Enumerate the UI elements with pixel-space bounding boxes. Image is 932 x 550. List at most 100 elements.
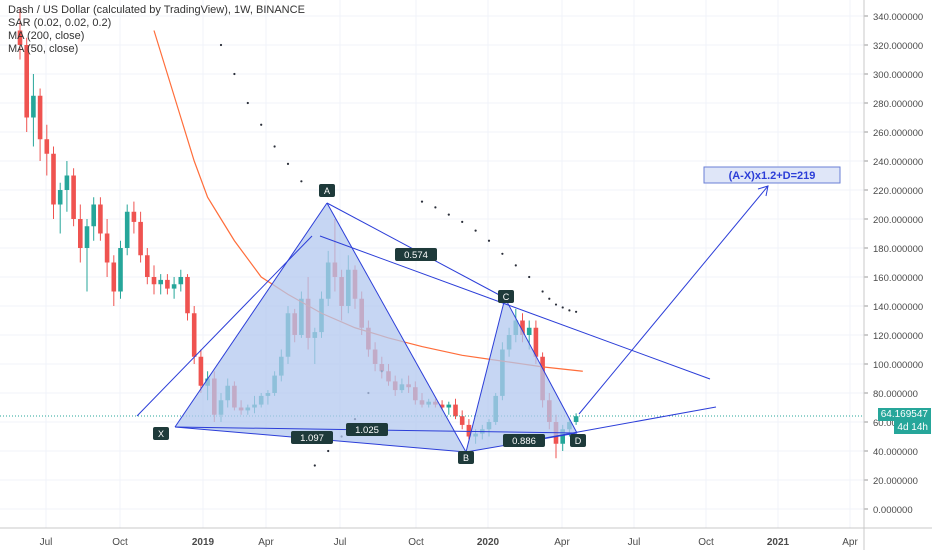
- candle-body: [151, 277, 157, 285]
- price-tick-label: 80.000000: [873, 389, 918, 400]
- sar-dot: [434, 206, 437, 209]
- time-tick-label: Jul: [628, 537, 641, 548]
- candle-body: [171, 284, 177, 289]
- price-tick-label: 280.000000: [873, 99, 923, 110]
- candle-body: [51, 153, 56, 205]
- candle-body: [138, 221, 143, 256]
- point-label-c: C: [503, 292, 510, 302]
- price-tick-label: 180.000000: [873, 244, 923, 255]
- sar-dot: [528, 275, 531, 279]
- sar-dot: [300, 180, 303, 183]
- time-tick-label: Apr: [554, 537, 570, 548]
- sar-dot: [327, 449, 330, 453]
- sar-dot: [286, 162, 290, 165]
- candle-body: [57, 190, 63, 205]
- ratio-label-xb-box: [291, 431, 333, 444]
- time-tick-label: Oct: [408, 537, 424, 548]
- price-tick-label: 20.000000: [873, 476, 918, 487]
- point-label-b: B: [463, 453, 469, 463]
- point-label-a: A: [324, 186, 330, 196]
- candle-body: [560, 429, 565, 444]
- candle-body: [84, 226, 90, 248]
- sar-dot: [474, 229, 477, 232]
- leg-ab: [326, 202, 467, 453]
- price-tick-label: 240.000000: [873, 157, 923, 168]
- target-label-box: [703, 166, 841, 184]
- ratio-label-ab: 0.574: [404, 250, 428, 261]
- time-tick-label: Jul: [40, 537, 53, 548]
- sar-dot: [260, 123, 263, 126]
- projection-arrowhead: [757, 185, 769, 197]
- candle-body: [520, 320, 525, 335]
- ratio-label-ac-box: [346, 423, 388, 436]
- candle-body: [91, 204, 96, 227]
- trendline-1: [136, 235, 313, 417]
- leg-bc: [465, 297, 506, 453]
- sar-dot: [514, 264, 517, 267]
- price-tick-label: 120.000000: [873, 331, 923, 342]
- candle-body: [104, 233, 110, 263]
- xab-triangle: [175, 203, 466, 452]
- point-label-c-box: [498, 290, 514, 303]
- candle-body: [158, 279, 163, 285]
- candle-body: [185, 277, 190, 314]
- legend-ma200[interactable]: MA (200, close): [8, 30, 85, 42]
- candle-body: [44, 139, 50, 154]
- candle-body: [165, 279, 170, 289]
- sar-dot: [554, 303, 558, 306]
- time-tick-label: Oct: [698, 537, 714, 548]
- ratio-label-bd-box: [503, 434, 545, 447]
- price-tick-label: 100.000000: [873, 360, 923, 371]
- time-tick-label: 2019: [192, 537, 215, 548]
- price-tick-label: 220.000000: [873, 186, 923, 197]
- candle-body: [191, 313, 197, 357]
- time-tick-label: Oct: [112, 537, 128, 548]
- trendline-2: [319, 235, 711, 380]
- sar-dot: [233, 72, 236, 76]
- candle-body: [31, 95, 36, 118]
- price-tick-label: 260.000000: [873, 128, 923, 139]
- candle-body: [98, 204, 103, 234]
- legend-ma50[interactable]: MA (50, close): [8, 43, 79, 55]
- sar-dot: [568, 309, 571, 312]
- chart-legend: Dash / US Dollar (calculated by TradingV…: [8, 4, 305, 56]
- time-tick-label: Jul: [334, 537, 347, 548]
- leg-xa: [174, 202, 328, 428]
- point-label-b-box: [458, 451, 474, 464]
- candle-body: [64, 175, 70, 190]
- point-label-a-box: [319, 184, 335, 197]
- legend-title[interactable]: Dash / US Dollar (calculated by TradingV…: [8, 4, 305, 16]
- time-tick-label: 2021: [767, 537, 790, 548]
- sar-dot: [461, 220, 464, 223]
- candle-body: [198, 356, 204, 386]
- point-label-x-box: [153, 427, 169, 440]
- price-tick-label: 40.000000: [873, 447, 918, 458]
- candle-body: [446, 404, 452, 408]
- bcd-triangle: [466, 298, 577, 452]
- time-tick-label: Apr: [258, 537, 274, 548]
- sar-dot: [487, 239, 491, 242]
- target-label: (A-X)x1.2+D=219: [729, 170, 816, 182]
- sar-dot: [420, 200, 424, 203]
- price-tick-label: 300.000000: [873, 70, 923, 81]
- sar-dot: [541, 290, 544, 293]
- candle-body: [453, 404, 458, 417]
- candle-body: [118, 248, 123, 292]
- time-tick-label: Apr: [842, 537, 858, 548]
- trendline-3: [544, 406, 717, 439]
- sar-dot: [313, 464, 316, 467]
- price-tick-label: 140.000000: [873, 302, 923, 313]
- candle-body: [573, 416, 579, 422]
- sar-dot: [219, 43, 223, 47]
- point-label-d-box: [570, 434, 586, 447]
- legend-sar[interactable]: SAR (0.02, 0.02, 0.2): [8, 17, 112, 29]
- sar-dot: [501, 252, 504, 255]
- price-tick-label: 160.000000: [873, 273, 923, 284]
- candle-body: [131, 211, 137, 222]
- candle-body: [71, 175, 76, 219]
- sar-dot: [246, 101, 249, 105]
- sar-dot: [447, 213, 450, 216]
- projection-arrow: [578, 185, 769, 415]
